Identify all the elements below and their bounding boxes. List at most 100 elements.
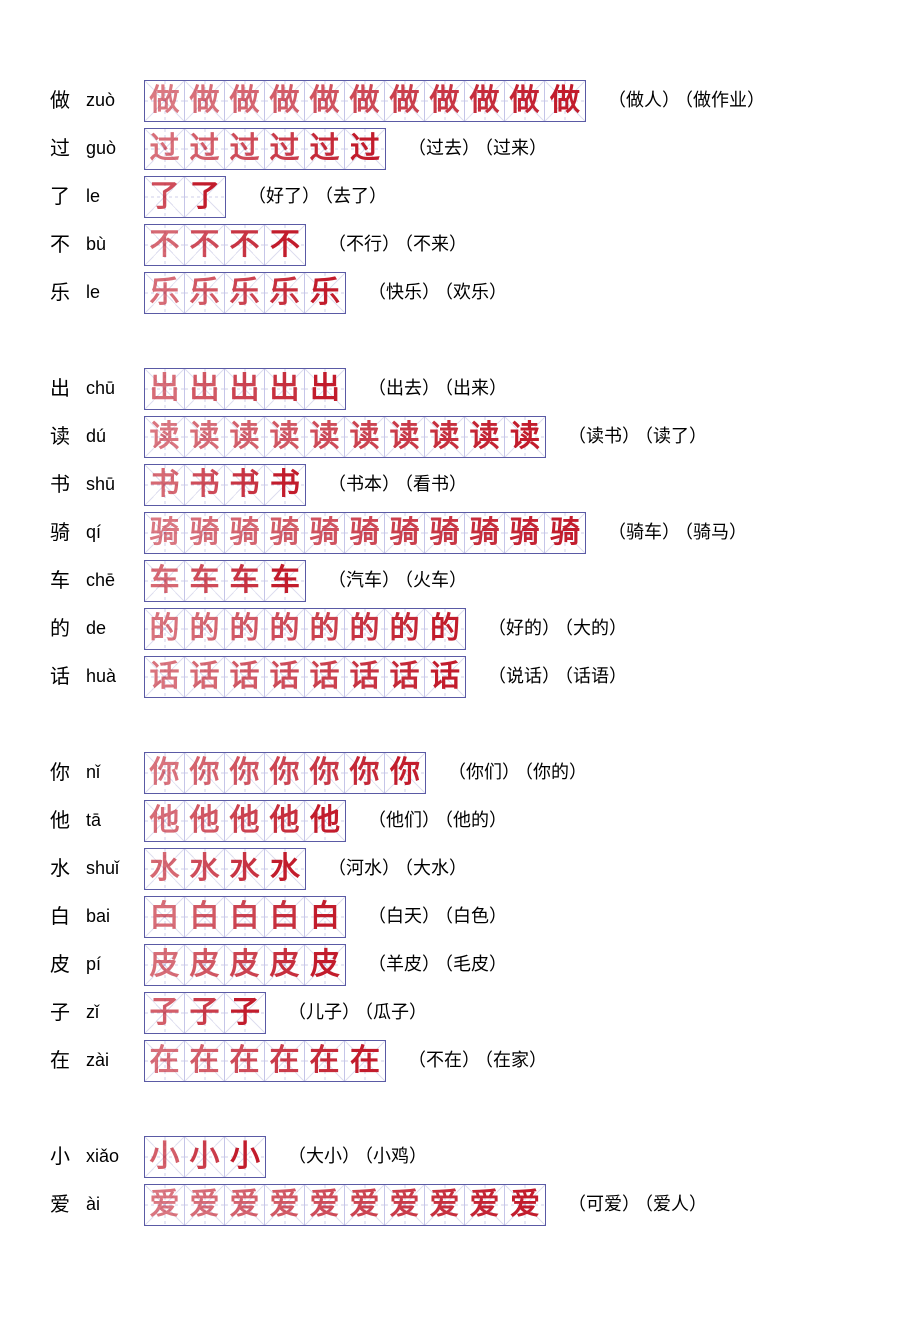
stroke-cell: 过 — [185, 129, 225, 169]
stroke-glyph: 读 — [465, 417, 504, 457]
character-row: 子zǐ子子子（儿子）（瓜子） — [50, 992, 870, 1034]
stroke-cell: 话 — [345, 657, 385, 697]
stroke-glyph: 做 — [425, 81, 464, 121]
example-word: （好的） — [488, 618, 560, 638]
stroke-glyph: 爱 — [345, 1185, 384, 1225]
stroke-cell: 书 — [265, 465, 305, 505]
stroke-glyph: 做 — [505, 81, 544, 121]
pinyin-label: le — [86, 282, 144, 304]
pinyin-label: guò — [86, 138, 144, 160]
example-words: （书本）（看书） — [328, 474, 471, 496]
stroke-cell: 车 — [185, 561, 225, 601]
example-words: （白天）（白色） — [368, 906, 511, 928]
stroke-cell: 做 — [305, 81, 345, 121]
stroke-glyph: 在 — [225, 1041, 264, 1081]
example-word: （好了） — [248, 186, 320, 206]
stroke-glyph: 他 — [225, 801, 264, 841]
stroke-cell: 骑 — [225, 513, 265, 553]
stroke-cell: 爱 — [505, 1185, 545, 1225]
stroke-cell: 车 — [225, 561, 265, 601]
stroke-glyph: 读 — [185, 417, 224, 457]
stroke-cell: 皮 — [145, 945, 185, 985]
stroke-cell: 你 — [305, 753, 345, 793]
character-label: 在 — [50, 1049, 86, 1073]
example-word: （出去） — [368, 378, 440, 398]
stroke-cell: 读 — [185, 417, 225, 457]
character-row: 做zuò做做做做做做做做做做做（做人）（做作业） — [50, 80, 870, 122]
stroke-glyph: 水 — [265, 849, 305, 889]
stroke-cell: 他 — [265, 801, 305, 841]
stroke-glyph: 他 — [145, 801, 184, 841]
pinyin-label: chū — [86, 378, 144, 400]
stroke-glyph: 话 — [305, 657, 344, 697]
pinyin-label: zuò — [86, 90, 144, 112]
stroke-glyph: 他 — [265, 801, 304, 841]
stroke-cell: 读 — [505, 417, 545, 457]
stroke-cell: 话 — [425, 657, 465, 697]
stroke-glyph: 皮 — [265, 945, 304, 985]
example-word: （书本） — [328, 474, 400, 494]
character-label: 乐 — [50, 281, 86, 305]
example-word: （过去） — [408, 138, 480, 158]
stroke-cell: 读 — [385, 417, 425, 457]
stroke-glyph: 出 — [265, 369, 304, 409]
stroke-cell: 做 — [385, 81, 425, 121]
stroke-cell: 过 — [305, 129, 345, 169]
stroke-cell: 过 — [145, 129, 185, 169]
stroke-cell: 话 — [225, 657, 265, 697]
stroke-glyph: 的 — [145, 609, 184, 649]
stroke-glyph: 做 — [545, 81, 585, 121]
character-row: 骑qí骑骑骑骑骑骑骑骑骑骑骑（骑车）（骑马） — [50, 512, 870, 554]
character-label: 读 — [50, 425, 86, 449]
pinyin-label: dú — [86, 426, 144, 448]
pinyin-label: bai — [86, 906, 144, 928]
stroke-cell: 乐 — [145, 273, 185, 313]
example-word: （白色） — [444, 906, 507, 926]
pinyin-label: bù — [86, 234, 144, 256]
stroke-glyph: 的 — [425, 609, 465, 649]
example-words: （好了）（去了） — [248, 186, 391, 208]
example-word: （儿子） — [288, 1002, 360, 1022]
example-word: （读了） — [644, 426, 707, 446]
stroke-glyph: 读 — [425, 417, 464, 457]
stroke-glyph: 话 — [185, 657, 224, 697]
stroke-order-grid: 他他他他他 — [144, 800, 346, 842]
stroke-glyph: 骑 — [385, 513, 424, 553]
stroke-glyph: 的 — [305, 609, 344, 649]
character-label: 的 — [50, 617, 86, 641]
stroke-cell: 的 — [225, 609, 265, 649]
character-row: 不bù不不不不（不行）（不来） — [50, 224, 870, 266]
group: 你nǐ你你你你你你你（你们）（你的）他tā他他他他他（他们）（他的）水shuǐ水… — [50, 752, 870, 1082]
stroke-glyph: 乐 — [265, 273, 304, 313]
example-words: （过去）（过来） — [408, 138, 551, 160]
stroke-glyph: 过 — [145, 129, 184, 169]
stroke-order-grid: 过过过过过过 — [144, 128, 386, 170]
stroke-glyph: 做 — [385, 81, 424, 121]
stroke-cell: 车 — [265, 561, 305, 601]
stroke-glyph: 乐 — [145, 273, 184, 313]
character-row: 话huà话话话话话话话话（说话）（话语） — [50, 656, 870, 698]
example-word: （做作业） — [684, 90, 765, 110]
stroke-order-grid: 话话话话话话话话 — [144, 656, 466, 698]
stroke-glyph: 你 — [265, 753, 304, 793]
stroke-cell: 皮 — [225, 945, 265, 985]
stroke-glyph: 子 — [185, 993, 224, 1033]
stroke-glyph: 骑 — [505, 513, 544, 553]
stroke-cell: 白 — [305, 897, 345, 937]
stroke-glyph: 话 — [225, 657, 264, 697]
stroke-cell: 皮 — [305, 945, 345, 985]
stroke-glyph: 白 — [145, 897, 184, 937]
stroke-cell: 过 — [345, 129, 385, 169]
character-row: 车chē车车车车（汽车）（火车） — [50, 560, 870, 602]
stroke-order-grid: 你你你你你你你 — [144, 752, 426, 794]
stroke-cell: 在 — [145, 1041, 185, 1081]
stroke-glyph: 皮 — [305, 945, 345, 985]
stroke-cell: 读 — [305, 417, 345, 457]
stroke-cell: 在 — [345, 1041, 385, 1081]
example-words: （汽车）（火车） — [328, 570, 471, 592]
example-word: （过来） — [484, 138, 547, 158]
stroke-glyph: 子 — [145, 993, 184, 1033]
character-sheet: 做zuò做做做做做做做做做做做（做人）（做作业）过guò过过过过过过（过去）（过… — [50, 80, 870, 1226]
stroke-cell: 在 — [265, 1041, 305, 1081]
stroke-cell: 爱 — [465, 1185, 505, 1225]
